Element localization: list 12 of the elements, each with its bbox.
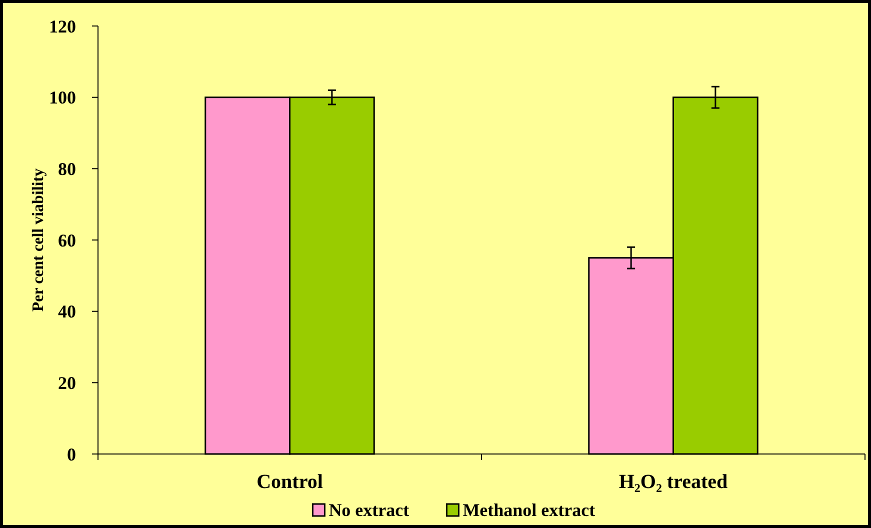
y-tick-label: 0 (67, 444, 76, 464)
y-tick-label: 80 (58, 158, 76, 179)
y-tick-label: 40 (58, 302, 76, 322)
y-tick-label: 20 (58, 372, 76, 393)
y-tick-label: 120 (49, 16, 76, 36)
x-tick-label: H₂O₂ treated (618, 471, 728, 493)
x-tick-label: Control (256, 471, 324, 493)
y-tick-label: 100 (49, 88, 76, 108)
y-axis-title: Per cent cell viability (30, 168, 47, 312)
y-tick-label: 60 (58, 230, 76, 250)
legend-label: No extract (328, 500, 410, 520)
legend-label: Methanol extract (462, 500, 596, 520)
